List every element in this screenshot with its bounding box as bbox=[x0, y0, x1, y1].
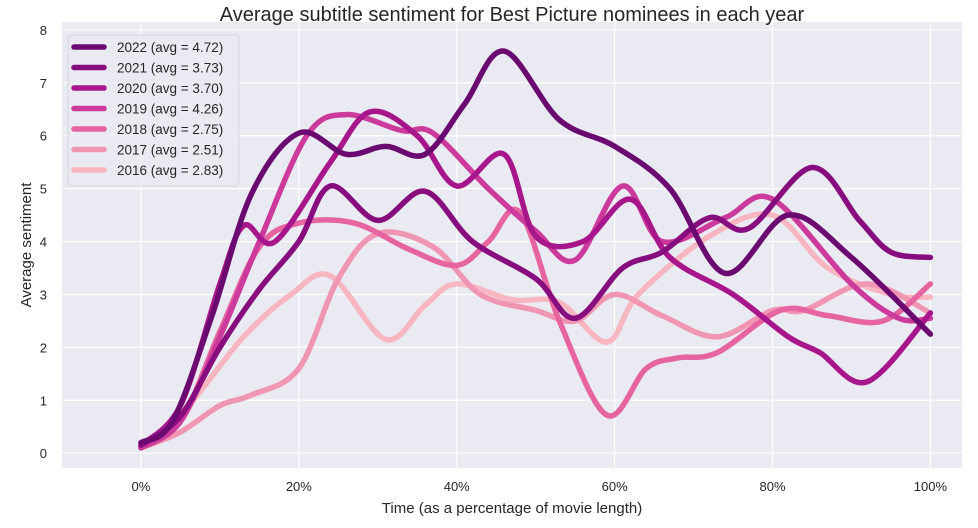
x-tick-label: 0% bbox=[132, 479, 151, 494]
legend-label: 2022 (avg = 4.72) bbox=[117, 40, 223, 55]
legend-label: 2016 (avg = 2.83) bbox=[117, 163, 223, 178]
legend: 2022 (avg = 4.72) 2021 (avg = 3.73) 2020 (… bbox=[67, 34, 240, 187]
legend-label: 2021 (avg = 3.73) bbox=[117, 61, 223, 76]
y-tick-label: 1 bbox=[40, 393, 47, 408]
y-tick-label: 2 bbox=[40, 340, 47, 355]
series-line-2016 bbox=[138, 211, 934, 451]
y-tick-label: 7 bbox=[40, 76, 47, 91]
legend-label: 2018 (avg = 2.75) bbox=[117, 122, 223, 137]
x-tick-label: 40% bbox=[444, 479, 470, 494]
y-tick-label: 4 bbox=[40, 235, 47, 250]
y-tick-label: 0 bbox=[40, 446, 47, 461]
chart-title: Average subtitle sentiment for Best Pict… bbox=[220, 4, 805, 26]
x-tick-label: 80% bbox=[760, 479, 786, 494]
x-tick-label: 60% bbox=[602, 479, 628, 494]
legend-label: 2020 (avg = 3.70) bbox=[117, 81, 223, 96]
y-tick-label: 5 bbox=[40, 182, 47, 197]
y-tick-labels: 0 1 2 3 4 5 6 7 8 bbox=[40, 23, 47, 461]
y-tick-label: 6 bbox=[40, 129, 47, 144]
legend-label: 2019 (avg = 4.26) bbox=[117, 102, 223, 117]
legend-box bbox=[67, 34, 240, 187]
y-tick-label: 3 bbox=[40, 287, 47, 302]
x-tick-label: 20% bbox=[286, 479, 312, 494]
x-axis-label: Time (as a percentage of movie length) bbox=[382, 500, 642, 517]
series-line-2022 bbox=[138, 48, 934, 446]
series-lines bbox=[138, 48, 934, 451]
x-tick-label: 100% bbox=[914, 479, 948, 494]
legend-label: 2017 (avg = 2.51) bbox=[117, 143, 223, 158]
x-tick-labels: 0% 20% 40% 60% 80% 100% bbox=[132, 479, 948, 494]
y-axis-label: Average sentiment bbox=[18, 182, 35, 308]
series-line-2021 bbox=[138, 164, 934, 448]
y-tick-label: 8 bbox=[40, 23, 47, 38]
